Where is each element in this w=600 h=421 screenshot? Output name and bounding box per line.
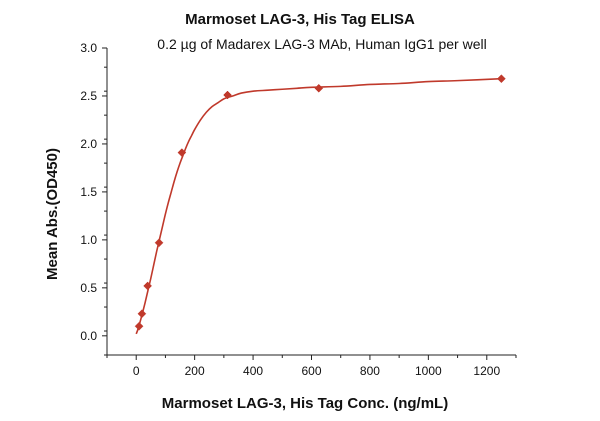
data-point — [143, 281, 152, 291]
plot-area: 0.0 0.5 1.0 1.5 2.0 2.5 3.0 0 200 400 600 800 1000 1… — [80, 41, 517, 378]
x-tick-label: 0 — [133, 364, 140, 378]
data-point — [177, 148, 187, 157]
x-tick-label: 1200 — [473, 364, 500, 378]
data-point — [223, 90, 232, 100]
y-axis-label: Mean Abs.(OD450) — [44, 148, 61, 280]
data-point — [314, 83, 324, 93]
x-tick-label: 1000 — [415, 364, 442, 378]
y-tick-label: 0.0 — [80, 329, 97, 343]
chart-subtitle: 0.2 µg of Madarex LAG-3 MAb, Human IgG1 … — [157, 36, 486, 52]
x-tick-label: 400 — [243, 364, 263, 378]
y-tick-label: 2.5 — [80, 89, 97, 103]
y-tick-label: 3.0 — [80, 41, 97, 55]
y-tick-label: 2.0 — [80, 137, 97, 151]
x-tick-label: 600 — [301, 364, 321, 378]
x-tick-label: 200 — [185, 364, 205, 378]
y-tick-label: 1.5 — [80, 185, 97, 199]
data-point — [134, 321, 144, 331]
data-point — [497, 74, 506, 84]
data-point — [154, 238, 164, 248]
x-tick-label: 800 — [360, 364, 380, 378]
data-points — [134, 74, 506, 331]
data-point — [137, 309, 147, 319]
x-axis-ticks: 0 200 400 600 800 1000 1200 — [106, 355, 517, 378]
y-tick-label: 0.5 — [80, 281, 97, 295]
y-tick-label: 1.0 — [80, 233, 97, 247]
y-axis-ticks: 0.0 0.5 1.0 1.5 2.0 2.5 3.0 — [80, 41, 107, 356]
chart-title: Marmoset LAG-3, His Tag ELISA — [185, 11, 415, 28]
fit-curve — [135, 77, 502, 335]
x-axis-label: Marmoset LAG-3, His Tag Conc. (ng/mL) — [162, 395, 448, 412]
